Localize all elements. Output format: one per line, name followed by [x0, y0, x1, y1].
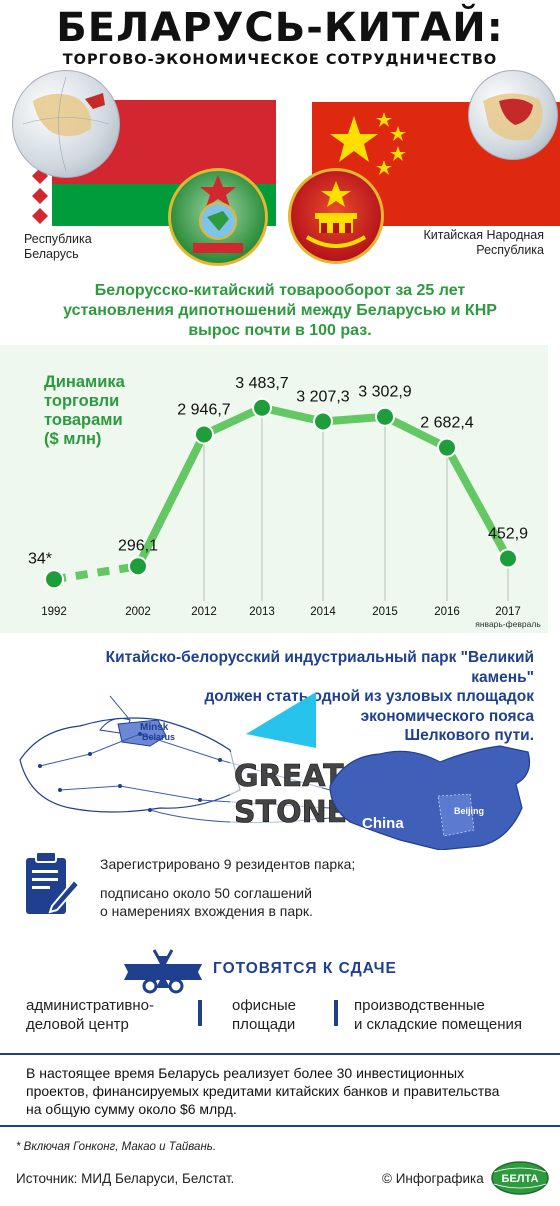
data-point — [437, 437, 457, 458]
series-line-segment — [319, 412, 389, 426]
ready-item1-line2: деловой центр — [26, 1016, 129, 1033]
residents-count-text: Зарегистрировано 9 резидентов парка; — [100, 856, 356, 872]
park-description: Китайско-белорусский индустриальный парк… — [50, 648, 534, 746]
investment-line1: В настоящее время Беларусь реализует бол… — [26, 1065, 465, 1081]
headline-line3: вырос почти в 100 раз. — [188, 322, 372, 339]
page-subtitle: ТОРГОВО-ЭКОНОМИЧЕСКОЕ СОТРУДНИЧЕСТВО — [62, 52, 498, 68]
ready-section-title: ГОТОВЯТСЯ К СДАЧЕ — [213, 960, 397, 977]
ready-item2-line2: площади — [232, 1016, 296, 1033]
data-label: 3 207,3 — [296, 389, 349, 406]
map-label-belarus: Belarus — [142, 732, 175, 742]
map-label-beijing: Beijing — [454, 806, 484, 816]
data-label: 2 682,4 — [420, 415, 473, 432]
agreements-line1: подписано около 50 соглашений — [100, 885, 312, 901]
x-tick-label: 2017 — [495, 606, 521, 618]
ribbon-scissors-icon — [124, 949, 202, 994]
data-label: 2 946,7 — [177, 401, 230, 418]
document-pen-icon — [26, 851, 80, 914]
x-tick-label: 2016 — [434, 606, 460, 618]
data-point — [44, 569, 64, 590]
series-line-segment — [381, 412, 451, 452]
x-tick-label: 2002 — [125, 606, 151, 618]
country-name-china-line1: Китайская Народная — [423, 228, 545, 242]
data-label: 34* — [28, 550, 52, 567]
park-line3: экономического пояса — [360, 707, 534, 725]
chart-title: Динамика торговли товарами ($ млн) — [44, 373, 164, 449]
country-name-belarus-line1: Республика — [24, 232, 92, 246]
investment-line2: проектов, финансируемых кредитами китайс… — [26, 1083, 500, 1099]
headline-line2: установления дипотношений между Беларусь… — [63, 302, 497, 319]
investment-line3: на общую сумму около $6 млрд. — [26, 1101, 237, 1117]
x-tick-label: 1992 — [41, 606, 67, 618]
x-tick-label: 2015 — [372, 606, 398, 618]
series-line-segment — [200, 403, 266, 439]
data-point — [252, 397, 272, 418]
park-line2: должен стать одной из узловых площадок — [204, 688, 534, 705]
country-name-belarus-line2: Беларусь — [24, 247, 79, 261]
x-tick-label: 2012 — [191, 606, 217, 618]
chart-title-line1: Динамика — [44, 373, 125, 391]
ready-item-office: офисные площади — [232, 996, 296, 1034]
investment-text: В настоящее время Беларусь реализует бол… — [26, 1064, 536, 1118]
credit-text: © Инфографика — [382, 1171, 484, 1186]
map-label-china: China — [362, 815, 404, 832]
ready-item2-line1: офисные — [232, 997, 296, 1014]
agreements-text: подписано около 50 соглашений о намерени… — [100, 884, 313, 920]
data-point — [313, 411, 333, 432]
chart-panel — [0, 345, 548, 633]
belarus-emblem-icon — [168, 168, 268, 266]
chart-title-line2: торговли — [44, 392, 120, 410]
series-line-segment — [134, 430, 208, 571]
ready-item1-line1: административно- — [26, 997, 155, 1014]
data-point — [498, 548, 518, 569]
footnote: * Включая Гонконг, Макао и Тайвань. — [16, 1141, 217, 1153]
data-label: 3 483,7 — [235, 375, 288, 392]
x-tick-label: 2013 — [249, 606, 275, 618]
series-line-segment — [258, 403, 327, 426]
trade-headline: Белорусско-китайский товарооборот за 25 … — [30, 281, 530, 341]
headline-line1: Белорусско-китайский товарооборот за 25 … — [94, 282, 466, 299]
divider-bar — [334, 1000, 338, 1026]
logo-text: БЕЛТА — [502, 1173, 539, 1185]
great-label: GREAT — [234, 759, 344, 794]
series-line-segment — [443, 443, 512, 563]
park-line1: Китайско-белорусский индустриальный парк… — [105, 649, 534, 686]
data-label: 296,1 — [118, 537, 158, 554]
data-label: 3 302,9 — [358, 384, 411, 401]
belta-logo-icon: БЕЛТА — [491, 1161, 549, 1195]
park-line4: Шелкового пути. — [404, 727, 534, 744]
source-text: Источник: МИД Беларуси, Белстат. — [16, 1171, 235, 1186]
ready-item-admin-center: административно- деловой центр — [26, 996, 154, 1034]
chart-title-line4: ($ млн) — [44, 430, 102, 448]
x-tick-sublabel: январь-февраль — [475, 619, 541, 629]
ready-item-production: производственные и складские помещения — [354, 996, 522, 1034]
x-tick-label: 2014 — [310, 606, 336, 618]
china-globe-icon — [468, 70, 558, 160]
map-label-minsk: Minsk — [140, 722, 169, 733]
silk-road-map: Minsk Belarus GREAT STONE China Beijing — [19, 692, 531, 850]
data-point — [194, 424, 214, 445]
country-name-china-line2: Республика — [476, 243, 544, 257]
page-title: БЕЛАРУСЬ-КИТАЙ: — [56, 5, 504, 51]
agreements-line2: о намерениях вхождения в парк. — [100, 903, 313, 919]
stone-label: STONE — [234, 795, 347, 830]
belarus-globe-icon — [12, 70, 120, 178]
trade-line-chart: 34* 296,1 2 946,7 3 483,7 3 207,3 3 302,9 2 68… — [28, 375, 541, 629]
data-label: 452,9 — [488, 525, 528, 542]
divider-bar — [198, 1000, 202, 1026]
data-point — [375, 406, 395, 427]
ready-item3-line2: и складские помещения — [354, 1016, 522, 1033]
ready-item3-line1: производственные — [354, 997, 485, 1014]
data-point — [128, 556, 148, 577]
china-emblem-icon — [288, 168, 384, 264]
series-line-segment — [53, 562, 139, 584]
investment-box — [0, 1053, 560, 1127]
chart-title-line3: товарами — [44, 411, 123, 429]
